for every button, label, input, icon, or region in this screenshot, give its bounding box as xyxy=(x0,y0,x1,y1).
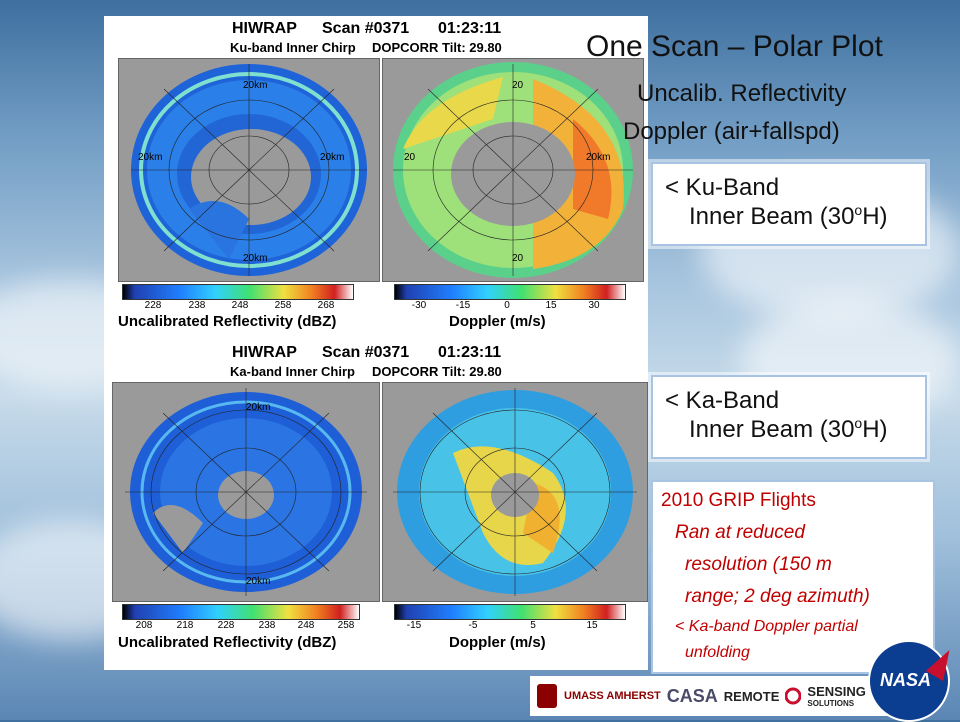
ka-callout-end: H) xyxy=(862,416,888,443)
ku-range-label: 20km xyxy=(243,253,268,264)
colorbar-tick: 218 xyxy=(176,620,194,631)
ka-doppler-plot xyxy=(382,382,648,602)
degree-superscript: o xyxy=(854,415,863,431)
ka-reflectivity-colorbar xyxy=(122,604,360,620)
colorbar-tick: 248 xyxy=(231,300,249,311)
nasa-meatball-icon: NASA xyxy=(868,640,950,722)
ka-reflectivity-plot xyxy=(112,382,380,602)
slide-title: One Scan – Polar Plot xyxy=(586,30,883,63)
remote-logo-text: REMOTE xyxy=(723,688,780,704)
ku-callout-end: H) xyxy=(862,203,888,230)
ka-tilt-label: DOPCORR Tilt: 29.80 xyxy=(372,364,502,379)
grip-line: Ran at reduced xyxy=(675,522,805,543)
ka-range-label: 20km xyxy=(246,576,271,587)
ku-doppler-colorbar-title: Doppler (m/s) xyxy=(449,313,546,330)
ku-callout-line1: < Ku-Band xyxy=(665,174,780,201)
colorbar-tick: -15 xyxy=(406,620,422,631)
ka-time-label: 01:23:11 xyxy=(438,344,502,361)
casa-logo-text: CASA xyxy=(666,685,718,706)
colorbar-tick: -30 xyxy=(411,300,427,311)
colorbar-tick: 238 xyxy=(258,620,276,631)
ku-doppler-range-label: 20 xyxy=(404,152,416,163)
colorbar-tick: 238 xyxy=(188,300,206,311)
slide-subtitle-reflectivity: Uncalib. Reflectivity xyxy=(637,80,847,107)
ku-range-label: 20km xyxy=(243,80,268,91)
ka-callout-line1: < Ka-Band xyxy=(665,387,780,414)
colorbar-tick: 258 xyxy=(337,620,355,631)
ka-callout-line2: Inner Beam (30oH) xyxy=(665,415,913,444)
umass-seal-icon xyxy=(537,684,557,708)
colorbar-tick: 228 xyxy=(217,620,235,631)
ku-reflectivity-plot xyxy=(118,58,380,282)
ka-scan-label: Scan #0371 xyxy=(322,344,410,361)
ku-doppler-colorbar xyxy=(394,284,626,300)
ku-mode-label: Ku-band Inner Chirp xyxy=(230,40,356,55)
grip-flights-note: 2010 GRIP Flights Ran at reduced resolut… xyxy=(651,480,935,674)
ku-scan-label: Scan #0371 xyxy=(322,20,410,37)
grip-line: range; 2 deg azimuth) xyxy=(685,586,870,607)
ku-reflectivity-colorbar-title: Uncalibrated Reflectivity (dBZ) xyxy=(118,313,337,330)
ku-band-callout: < Ku-Band Inner Beam (30oH) xyxy=(651,162,927,246)
ku-doppler-range-label: 20km xyxy=(586,152,611,163)
ku-instrument-label: HIWRAP xyxy=(232,20,297,37)
ka-doppler-colorbar-title: Doppler (m/s) xyxy=(449,634,546,651)
ka-mode-label: Ka-band Inner Chirp xyxy=(230,364,355,379)
remote-sensing-swirl-icon xyxy=(785,687,802,705)
colorbar-tick: 268 xyxy=(317,300,335,311)
ka-callout-text: Inner Beam (30 xyxy=(689,416,855,443)
ku-reflectivity-polar xyxy=(131,64,367,276)
ku-tilt-label: DOPCORR Tilt: 29.80 xyxy=(372,40,502,55)
colorbar-tick: 30 xyxy=(588,300,600,311)
ku-range-label: 20km xyxy=(138,152,163,163)
ku-doppler-plot xyxy=(382,58,644,282)
colorbar-tick: 248 xyxy=(297,620,315,631)
nasa-logo-text: NASA xyxy=(880,670,932,690)
ku-callout-text: Inner Beam (30 xyxy=(689,203,855,230)
colorbar-tick: 0 xyxy=(504,300,510,311)
ka-doppler-colorbar xyxy=(394,604,626,620)
ka-reflectivity-polar xyxy=(125,388,367,596)
ku-callout-line2: Inner Beam (30oH) xyxy=(665,202,913,231)
grip-line: < Ka-band Doppler partial xyxy=(675,618,858,635)
colorbar-tick: -15 xyxy=(455,300,471,311)
sensing-logo: SENSING SOLUTIONS xyxy=(807,684,866,708)
colorbar-tick: 15 xyxy=(586,620,598,631)
sensing-logo-text: SENSING xyxy=(807,684,866,699)
ku-range-label: 20km xyxy=(320,152,345,163)
ku-reflectivity-colorbar xyxy=(122,284,354,300)
sponsor-logos: UMASS AMHERST CASA REMOTE SENSING SOLUTI… xyxy=(530,676,900,716)
ka-range-label: 20km xyxy=(246,402,271,413)
colorbar-tick: 15 xyxy=(545,300,557,311)
grip-line: resolution (150 m xyxy=(685,554,832,575)
ku-time-label: 01:23:11 xyxy=(438,20,502,37)
colorbar-tick: 5 xyxy=(530,620,536,631)
ku-doppler-range-label: 20 xyxy=(512,253,524,264)
colorbar-tick: 208 xyxy=(135,620,153,631)
ka-band-callout: < Ka-Band Inner Beam (30oH) xyxy=(651,375,927,459)
solutions-logo-text: SOLUTIONS xyxy=(807,699,855,708)
colorbar-tick: 258 xyxy=(274,300,292,311)
ka-instrument-label: HIWRAP xyxy=(232,344,297,361)
slide-subtitle-doppler: Doppler (air+fallspd) xyxy=(623,118,840,145)
grip-line: unfolding xyxy=(685,644,750,661)
grip-heading: 2010 GRIP Flights xyxy=(661,490,816,511)
umass-logo-text: UMASS AMHERST xyxy=(564,690,661,702)
ku-doppler-polar xyxy=(393,62,633,278)
ku-doppler-range-label: 20 xyxy=(512,80,524,91)
degree-superscript: o xyxy=(854,202,863,218)
ka-doppler-polar xyxy=(393,388,637,596)
colorbar-tick: -5 xyxy=(468,620,478,631)
colorbar-tick: 228 xyxy=(144,300,162,311)
ka-reflectivity-colorbar-title: Uncalibrated Reflectivity (dBZ) xyxy=(118,634,337,651)
